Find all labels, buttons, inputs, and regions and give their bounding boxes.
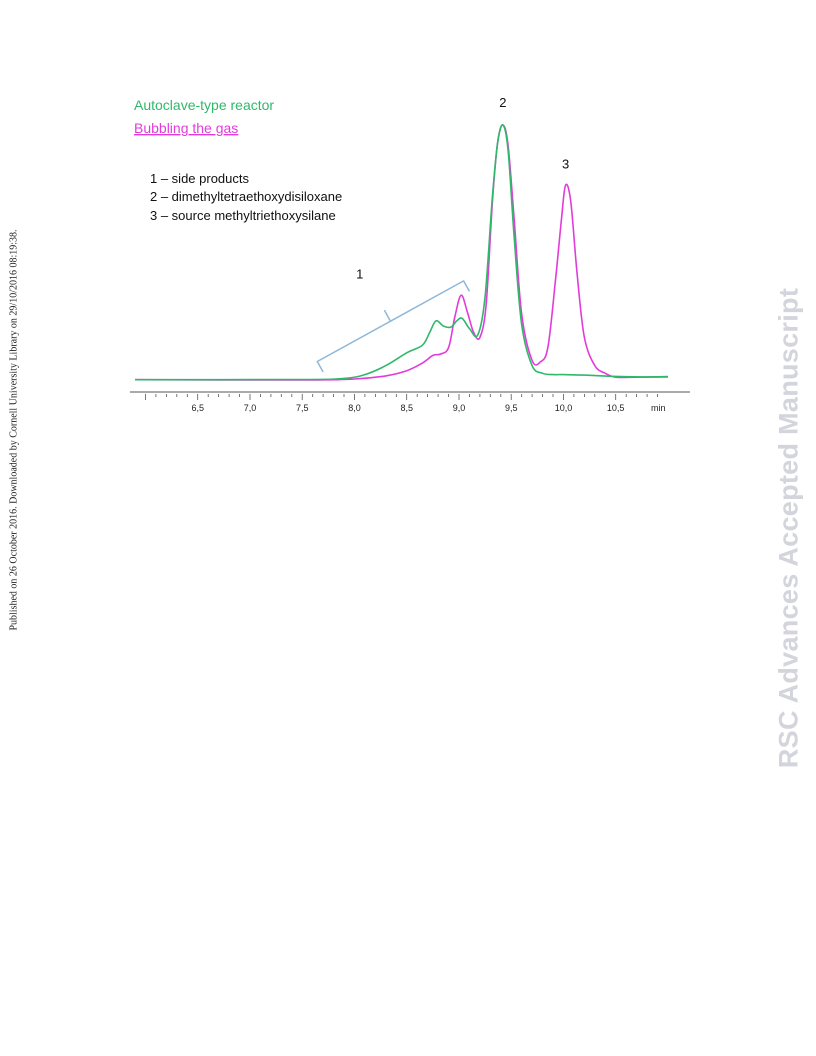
x-axis-label: min (651, 403, 666, 413)
x-tick-label: 6,5 (191, 403, 204, 413)
x-tick-label: 7,0 (244, 403, 257, 413)
key-line-3: 3 – source methyltriethoxysilane (150, 208, 336, 223)
series-lines (134, 124, 669, 381)
peak-label-2: 2 (499, 95, 506, 110)
x-tick-label: 8,0 (348, 403, 361, 413)
x-axis: min 6,5 7,0 7,5 8,0 8,5 9,0 9,5 10,0 10,5 (130, 391, 690, 413)
peak-key: 1 – side products 2 – dimethyltetraethox… (150, 171, 342, 223)
x-tick-label: 9,0 (453, 403, 466, 413)
bracket-shape (316, 280, 471, 373)
peak-label-1: 1 (356, 267, 363, 282)
key-line-2: 2 – dimethyltetraethoxydisiloxane (150, 189, 342, 204)
x-tick-label: 8,5 (400, 403, 413, 413)
side-products-bracket (316, 280, 471, 373)
x-tick-label: 9,5 (505, 403, 518, 413)
x-tick-label: 10,0 (555, 403, 573, 413)
chart-legend: Autoclave-type reactor Bubbling the gas (134, 97, 274, 136)
legend-entry-bubbling: Bubbling the gas (134, 120, 238, 136)
key-line-1: 1 – side products (150, 171, 250, 186)
series-line-bubbling (134, 124, 669, 381)
legend-entry-autoclave: Autoclave-type reactor (134, 97, 274, 113)
peak-label-3: 3 (562, 157, 569, 172)
x-tick-label: 10,5 (607, 403, 625, 413)
peak-labels: 1 2 3 (356, 95, 569, 282)
series-line-autoclave (134, 124, 669, 381)
x-tick-label: 7,5 (296, 403, 309, 413)
